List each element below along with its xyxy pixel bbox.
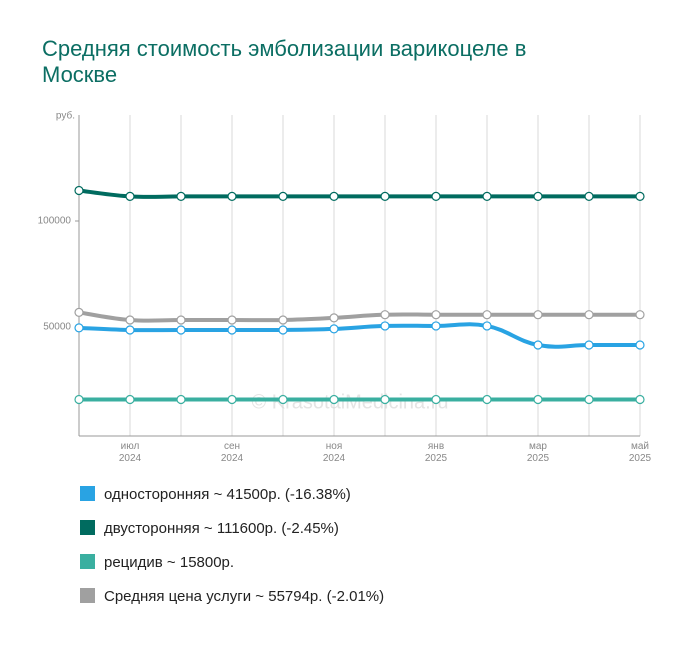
x-tick-label: мар 2025 (526, 441, 550, 464)
y-tick-label: 100000 (38, 216, 72, 227)
data-point (431, 394, 441, 405)
chart-title: Средняя стоимость эмболизации варикоцеле… (42, 36, 527, 87)
legend-item: односторонняя ~ 41500р. (-16.38%) (80, 486, 351, 503)
data-point (329, 394, 339, 405)
legend-swatch (80, 520, 95, 535)
data-point (125, 191, 135, 202)
data-point (329, 324, 339, 334)
data-point (431, 310, 441, 320)
data-point (176, 394, 186, 405)
data-point (74, 185, 84, 196)
legend-swatch (80, 486, 95, 501)
data-point (227, 191, 237, 202)
data-point (431, 321, 441, 331)
legend-label: Средняя цена услуги ~ 55794р. (-2.01%) (104, 588, 385, 605)
data-point (278, 191, 288, 202)
legend-swatch (80, 554, 95, 569)
data-point (533, 310, 543, 320)
legend-item: рецидив ~ 15800р. (80, 554, 234, 571)
x-tick-label: май 2025 (628, 441, 652, 464)
data-point (227, 394, 237, 405)
data-point (482, 321, 492, 331)
data-point (125, 315, 135, 325)
x-tick-label: янв 2025 (424, 441, 448, 464)
data-point (635, 340, 645, 350)
x-tick-label: ноя 2024 (322, 441, 346, 464)
data-point (584, 191, 594, 202)
legend-label: двусторонняя ~ 111600р. (-2.45%) (104, 520, 339, 537)
data-point (74, 394, 84, 405)
y-axis-label: руб. (56, 110, 75, 122)
series-line (77, 188, 642, 199)
data-point (380, 321, 390, 331)
data-point (635, 394, 645, 405)
series-line (77, 310, 642, 323)
data-point (380, 310, 390, 320)
data-point (278, 394, 288, 405)
legend-item: двусторонняя ~ 111600р. (-2.45%) (80, 520, 339, 537)
data-point (125, 394, 135, 405)
legend-item: Средняя цена услуги ~ 55794р. (-2.01%) (80, 588, 384, 605)
data-point (584, 340, 594, 350)
data-point (278, 325, 288, 335)
data-point (380, 191, 390, 202)
data-point (227, 325, 237, 335)
data-point (125, 325, 135, 335)
legend-label: односторонняя ~ 41500р. (-16.38%) (104, 486, 351, 503)
data-point (176, 191, 186, 202)
data-point (584, 394, 594, 405)
data-point (431, 191, 441, 202)
data-point (482, 394, 492, 405)
data-point (74, 307, 84, 317)
data-point (533, 191, 543, 202)
data-point (176, 315, 186, 325)
x-tick-label: июл 2024 (118, 441, 142, 464)
legend-label: рецидив ~ 15800р. (104, 554, 235, 571)
data-point (74, 323, 84, 333)
data-point (533, 394, 543, 405)
data-point (482, 310, 492, 320)
data-point (584, 310, 594, 320)
data-point (329, 191, 339, 202)
data-point (635, 191, 645, 202)
watermark: © KrasotaiMedicina.ru (251, 391, 448, 413)
x-tick-label: сен 2024 (220, 441, 244, 464)
legend-swatch (80, 588, 95, 603)
data-point (380, 394, 390, 405)
data-point (278, 315, 288, 325)
data-point (482, 191, 492, 202)
series-line (77, 322, 642, 349)
data-point (227, 315, 237, 325)
data-point (329, 313, 339, 323)
data-point (635, 310, 645, 320)
y-tick-label: 50000 (43, 322, 71, 333)
data-point (176, 325, 186, 335)
data-point (533, 340, 543, 350)
